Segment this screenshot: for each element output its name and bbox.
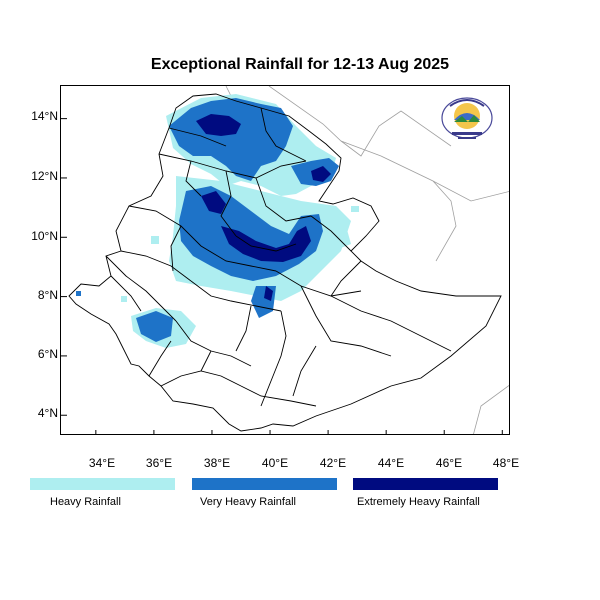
legend-label-very-heavy: Very Heavy Rainfall xyxy=(200,496,296,508)
x-tick-label: 34°E xyxy=(88,456,116,470)
y-tick-label: 4°N xyxy=(37,406,58,420)
x-tick-label: 42°E xyxy=(319,456,347,470)
map-title: Exceptional Rainfall for 12-13 Aug 2025 xyxy=(150,56,450,73)
legend-swatch-very-heavy xyxy=(192,478,337,490)
agency-logo-icon xyxy=(441,97,493,139)
extreme-rainfall-area xyxy=(196,114,331,301)
legend-label-extreme: Extremely Heavy Rainfall xyxy=(357,496,480,508)
y-tick-label: 10°N xyxy=(31,229,58,243)
y-tick-label: 12°N xyxy=(31,169,58,183)
country-and-region-borders xyxy=(68,93,502,432)
legend-label-heavy: Heavy Rainfall xyxy=(50,496,121,508)
neighbor-borders xyxy=(225,86,509,434)
x-tick-label: 36°E xyxy=(145,456,173,470)
x-tick-label: 38°E xyxy=(203,456,231,470)
legend-swatch-heavy xyxy=(30,478,175,490)
x-tick-label: 48°E xyxy=(492,456,520,470)
x-tick-label: 46°E xyxy=(435,456,463,470)
y-tick-label: 6°N xyxy=(37,347,58,361)
x-tick-label: 40°E xyxy=(261,456,289,470)
axis-ticks xyxy=(61,118,503,434)
x-tick-label: 44°E xyxy=(377,456,405,470)
legend-swatch-extreme xyxy=(353,478,498,490)
y-tick-label: 14°N xyxy=(31,109,58,123)
rainfall-map xyxy=(61,86,509,434)
y-tick-label: 8°N xyxy=(37,288,58,302)
map-panel xyxy=(60,85,510,435)
